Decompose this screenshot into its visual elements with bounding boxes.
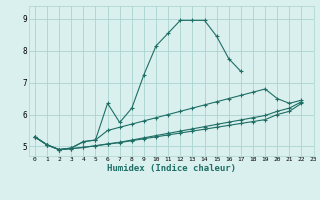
X-axis label: Humidex (Indice chaleur): Humidex (Indice chaleur) bbox=[107, 164, 236, 173]
